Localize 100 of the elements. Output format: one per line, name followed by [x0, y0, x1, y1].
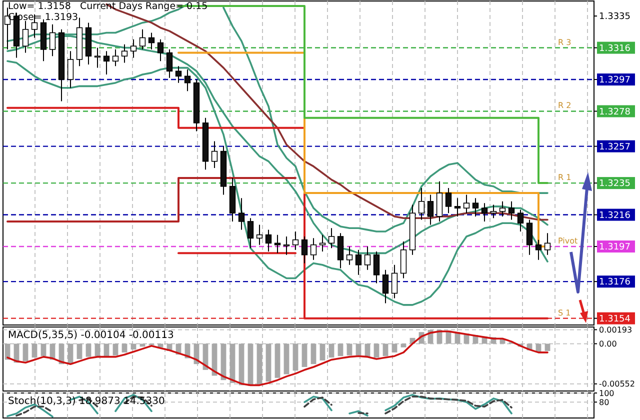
bar [320, 344, 326, 360]
candlestick [445, 188, 452, 214]
candlestick [175, 66, 182, 84]
y-tick-label: 1.3297 [599, 76, 630, 86]
y-tick-label: 1.3216 [599, 210, 631, 221]
bar [248, 344, 254, 386]
annotation: Low= 1.3158 [8, 1, 71, 12]
bar [338, 344, 344, 356]
bar [356, 344, 362, 356]
ref-line-label: R 3 [558, 38, 572, 47]
bar [310, 344, 316, 364]
bar [328, 344, 334, 358]
y-tick-label: 1.3197 [599, 242, 630, 253]
y-tick-label: 0.00 [599, 340, 617, 349]
candlestick [337, 232, 344, 269]
bar [86, 344, 92, 357]
candlestick [256, 224, 263, 246]
ref-line-label: Pivot [558, 236, 578, 246]
candlestick [94, 47, 101, 68]
bar [266, 344, 272, 382]
y-tick-label: 0.00193 [599, 325, 632, 334]
candlestick [346, 246, 353, 266]
candlestick [400, 240, 407, 279]
candlestick [103, 50, 110, 75]
ref-line-label: R 1 [558, 173, 572, 182]
candlestick [292, 230, 299, 250]
candlestick [499, 200, 506, 217]
bar [400, 344, 406, 348]
bar [112, 344, 118, 356]
ref-line-label: R 2 [558, 101, 572, 110]
bar [256, 344, 262, 384]
y-tick-label: 1.3154 [599, 314, 631, 324]
bar [32, 344, 38, 358]
candlestick [454, 198, 461, 217]
bar [104, 344, 110, 356]
y-tick-label: 1.3316 [599, 44, 631, 54]
candlestick [157, 38, 164, 62]
candlestick [67, 50, 74, 88]
candlestick [517, 209, 524, 232]
candlestick [49, 24, 56, 57]
bar [22, 344, 28, 362]
candlestick [436, 180, 443, 222]
candlestick [418, 188, 425, 220]
candlestick [490, 204, 497, 219]
bar [284, 344, 290, 374]
y-tick-label: 1.3335 [599, 12, 630, 22]
candlestick [328, 228, 335, 249]
bar [130, 344, 136, 350]
bar [76, 344, 82, 359]
bar [274, 344, 280, 378]
candlestick [391, 264, 398, 299]
bar [392, 344, 398, 352]
bar [382, 344, 388, 356]
y-tick-label: 1.3257 [599, 142, 630, 152]
candlestick [247, 218, 254, 249]
bar [536, 344, 542, 352]
y-tick-label: 1.3235 [599, 179, 630, 190]
candlestick [139, 28, 146, 50]
candlestick [382, 269, 389, 304]
y-tick-label: 100 [599, 388, 614, 398]
candlestick [463, 194, 470, 214]
candlestick [373, 251, 380, 284]
candlestick [544, 232, 551, 256]
candlestick [310, 238, 317, 260]
candlestick [427, 194, 434, 226]
bar [302, 344, 308, 367]
candlestick [301, 236, 308, 264]
bar [292, 344, 298, 371]
candlestick [364, 246, 371, 270]
y-tick-label: -0.00552 [599, 380, 635, 389]
candlestick [184, 68, 191, 92]
bar [40, 344, 46, 356]
candlestick [211, 140, 218, 169]
bar [346, 344, 352, 356]
candlestick [22, 20, 29, 54]
bar [544, 344, 550, 351]
y-tick-label: 1.3278 [599, 107, 631, 118]
candlestick [121, 44, 128, 64]
candlestick [535, 239, 542, 260]
bar [68, 344, 74, 364]
ref-line-label: S 1 [558, 308, 571, 318]
bar [122, 344, 128, 352]
candlestick [472, 198, 479, 217]
bar [140, 344, 146, 347]
y-tick-label: 80 [599, 398, 610, 407]
y-tick-label: 1.3176 [599, 278, 631, 288]
candlestick [148, 32, 155, 50]
candlestick [112, 48, 119, 67]
candlestick [265, 229, 272, 252]
line-series [6, 330, 548, 386]
candlestick [238, 198, 245, 230]
candlestick [166, 48, 173, 78]
candlestick [355, 249, 362, 276]
candlestick [508, 200, 515, 220]
candlestick [481, 202, 488, 222]
chart-title: MACD(5,35,5) -0.00104 -0.00113 [8, 330, 174, 341]
bar [374, 344, 380, 358]
bar [94, 344, 100, 356]
candlestick [526, 219, 533, 256]
candlestick [130, 38, 137, 58]
